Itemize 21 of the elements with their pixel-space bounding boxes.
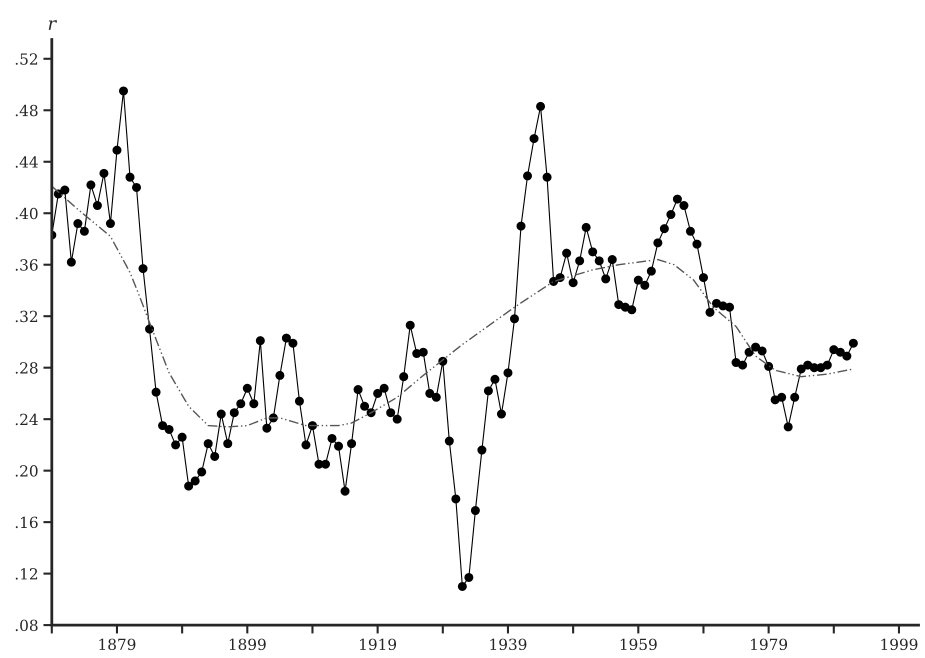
y-tick-label: .16 bbox=[16, 516, 38, 528]
y-tick-label: .40 bbox=[16, 208, 38, 220]
x-tick-label: 1979 bbox=[751, 638, 788, 650]
x-tick-label: 1919 bbox=[360, 638, 396, 650]
x-tick-label: 1939 bbox=[490, 638, 526, 650]
y-tick-label: .08 bbox=[16, 620, 38, 632]
y-tick-label: .52 bbox=[16, 53, 38, 65]
y-axis-title: r bbox=[48, 20, 58, 30]
x-tick-label: 1879 bbox=[99, 638, 136, 650]
y-tick-label: .36 bbox=[16, 259, 38, 271]
y-tick-label: .24 bbox=[16, 414, 38, 426]
x-tick-label: 1959 bbox=[620, 638, 657, 650]
y-tick-label: .32 bbox=[16, 310, 38, 322]
line-series bbox=[52, 186, 854, 428]
x-tick-label: 1999 bbox=[881, 638, 918, 650]
y-tick-label: .44 bbox=[16, 156, 38, 168]
y-tick-label: .20 bbox=[16, 465, 38, 477]
y-tick-label: .48 bbox=[16, 104, 38, 116]
y-tick-label: .12 bbox=[16, 568, 38, 580]
y-tick-label: .28 bbox=[16, 362, 38, 374]
x-tick-label: 1899 bbox=[230, 638, 266, 650]
